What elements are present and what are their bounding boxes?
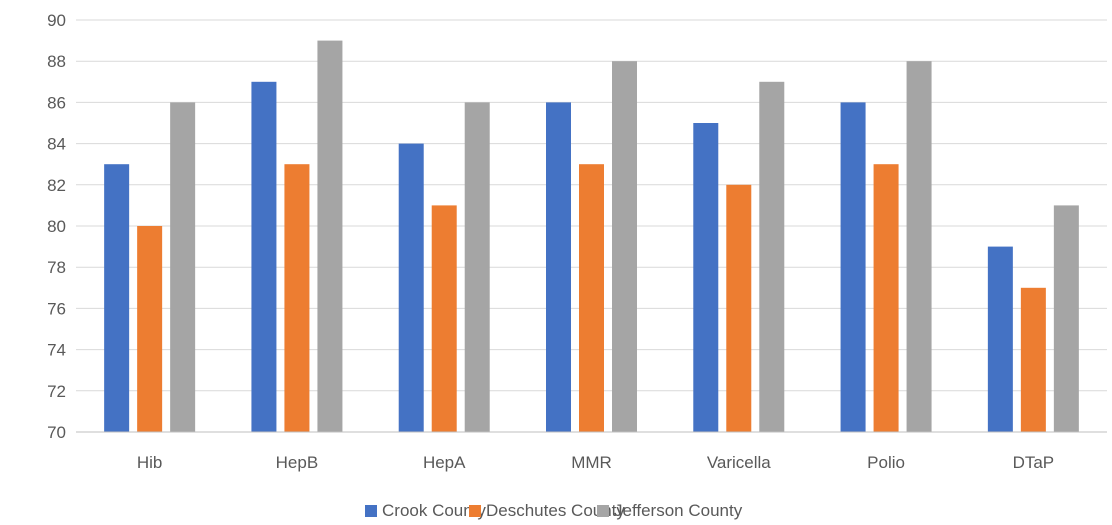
bar-jefferson-county-hib <box>170 102 196 433</box>
y-tick-label: 84 <box>47 135 66 154</box>
bar-jefferson-county-dtap <box>1053 205 1079 432</box>
legend-label: Jefferson County <box>614 501 743 520</box>
bar-crook-county-hib <box>104 164 130 432</box>
x-tick-label: HepB <box>276 453 319 472</box>
bar-crook-county-varicella <box>693 123 719 432</box>
legend-swatch <box>597 505 609 517</box>
bars <box>104 40 1079 433</box>
bar-crook-county-hepa <box>398 143 424 432</box>
y-tick-label: 72 <box>47 382 66 401</box>
y-axis-ticks: 70 72 74 76 78 80 82 84 86 88 90 <box>47 11 66 442</box>
bar-deschutes-county-polio <box>873 164 899 432</box>
y-tick-label: 88 <box>47 52 66 71</box>
bar-jefferson-county-polio <box>906 61 932 432</box>
y-tick-label: 90 <box>47 11 66 30</box>
bar-crook-county-polio <box>840 102 866 433</box>
bar-crook-county-mmr <box>546 102 571 433</box>
y-tick-label: 74 <box>47 341 66 360</box>
legend-item-deschutes-county: Deschutes County <box>469 501 625 520</box>
y-tick-label: 76 <box>47 299 66 318</box>
x-tick-label: Hib <box>137 453 163 472</box>
legend-label: Crook County <box>382 501 486 520</box>
bar-deschutes-county-hepa <box>431 205 457 432</box>
y-tick-label: 70 <box>47 423 66 442</box>
y-tick-label: 86 <box>47 93 66 112</box>
x-tick-label: HepA <box>423 453 466 472</box>
y-tick-label: 82 <box>47 176 66 195</box>
legend-item-crook-county: Crook County <box>365 501 486 520</box>
bar-jefferson-county-varicella <box>759 81 785 433</box>
x-tick-label: MMR <box>571 453 612 472</box>
bar-jefferson-county-hepb <box>317 40 343 432</box>
bar-deschutes-county-dtap <box>1020 287 1046 432</box>
x-tick-label: Polio <box>867 453 905 472</box>
bar-crook-county-hepb <box>251 81 277 433</box>
legend-swatch <box>469 505 481 517</box>
bar-crook-county-dtap <box>987 246 1013 432</box>
x-axis-ticks: Hib HepB HepA MMR Varicella Polio DTaP <box>137 453 1054 472</box>
bar-deschutes-county-varicella <box>726 184 752 432</box>
bar-jefferson-county-mmr <box>612 61 637 432</box>
legend-item-jefferson-county: Jefferson County <box>597 501 743 520</box>
legend-label: Deschutes County <box>486 501 625 520</box>
y-tick-label: 78 <box>47 258 66 277</box>
bar-jefferson-county-hepa <box>464 102 490 433</box>
bar-deschutes-county-hepb <box>284 164 310 432</box>
x-tick-label: DTaP <box>1013 453 1055 472</box>
bar-deschutes-county-mmr <box>579 164 604 432</box>
legend-swatch <box>365 505 377 517</box>
bar-deschutes-county-hib <box>137 226 163 432</box>
x-tick-label: Varicella <box>707 453 771 472</box>
y-tick-label: 80 <box>47 217 66 236</box>
